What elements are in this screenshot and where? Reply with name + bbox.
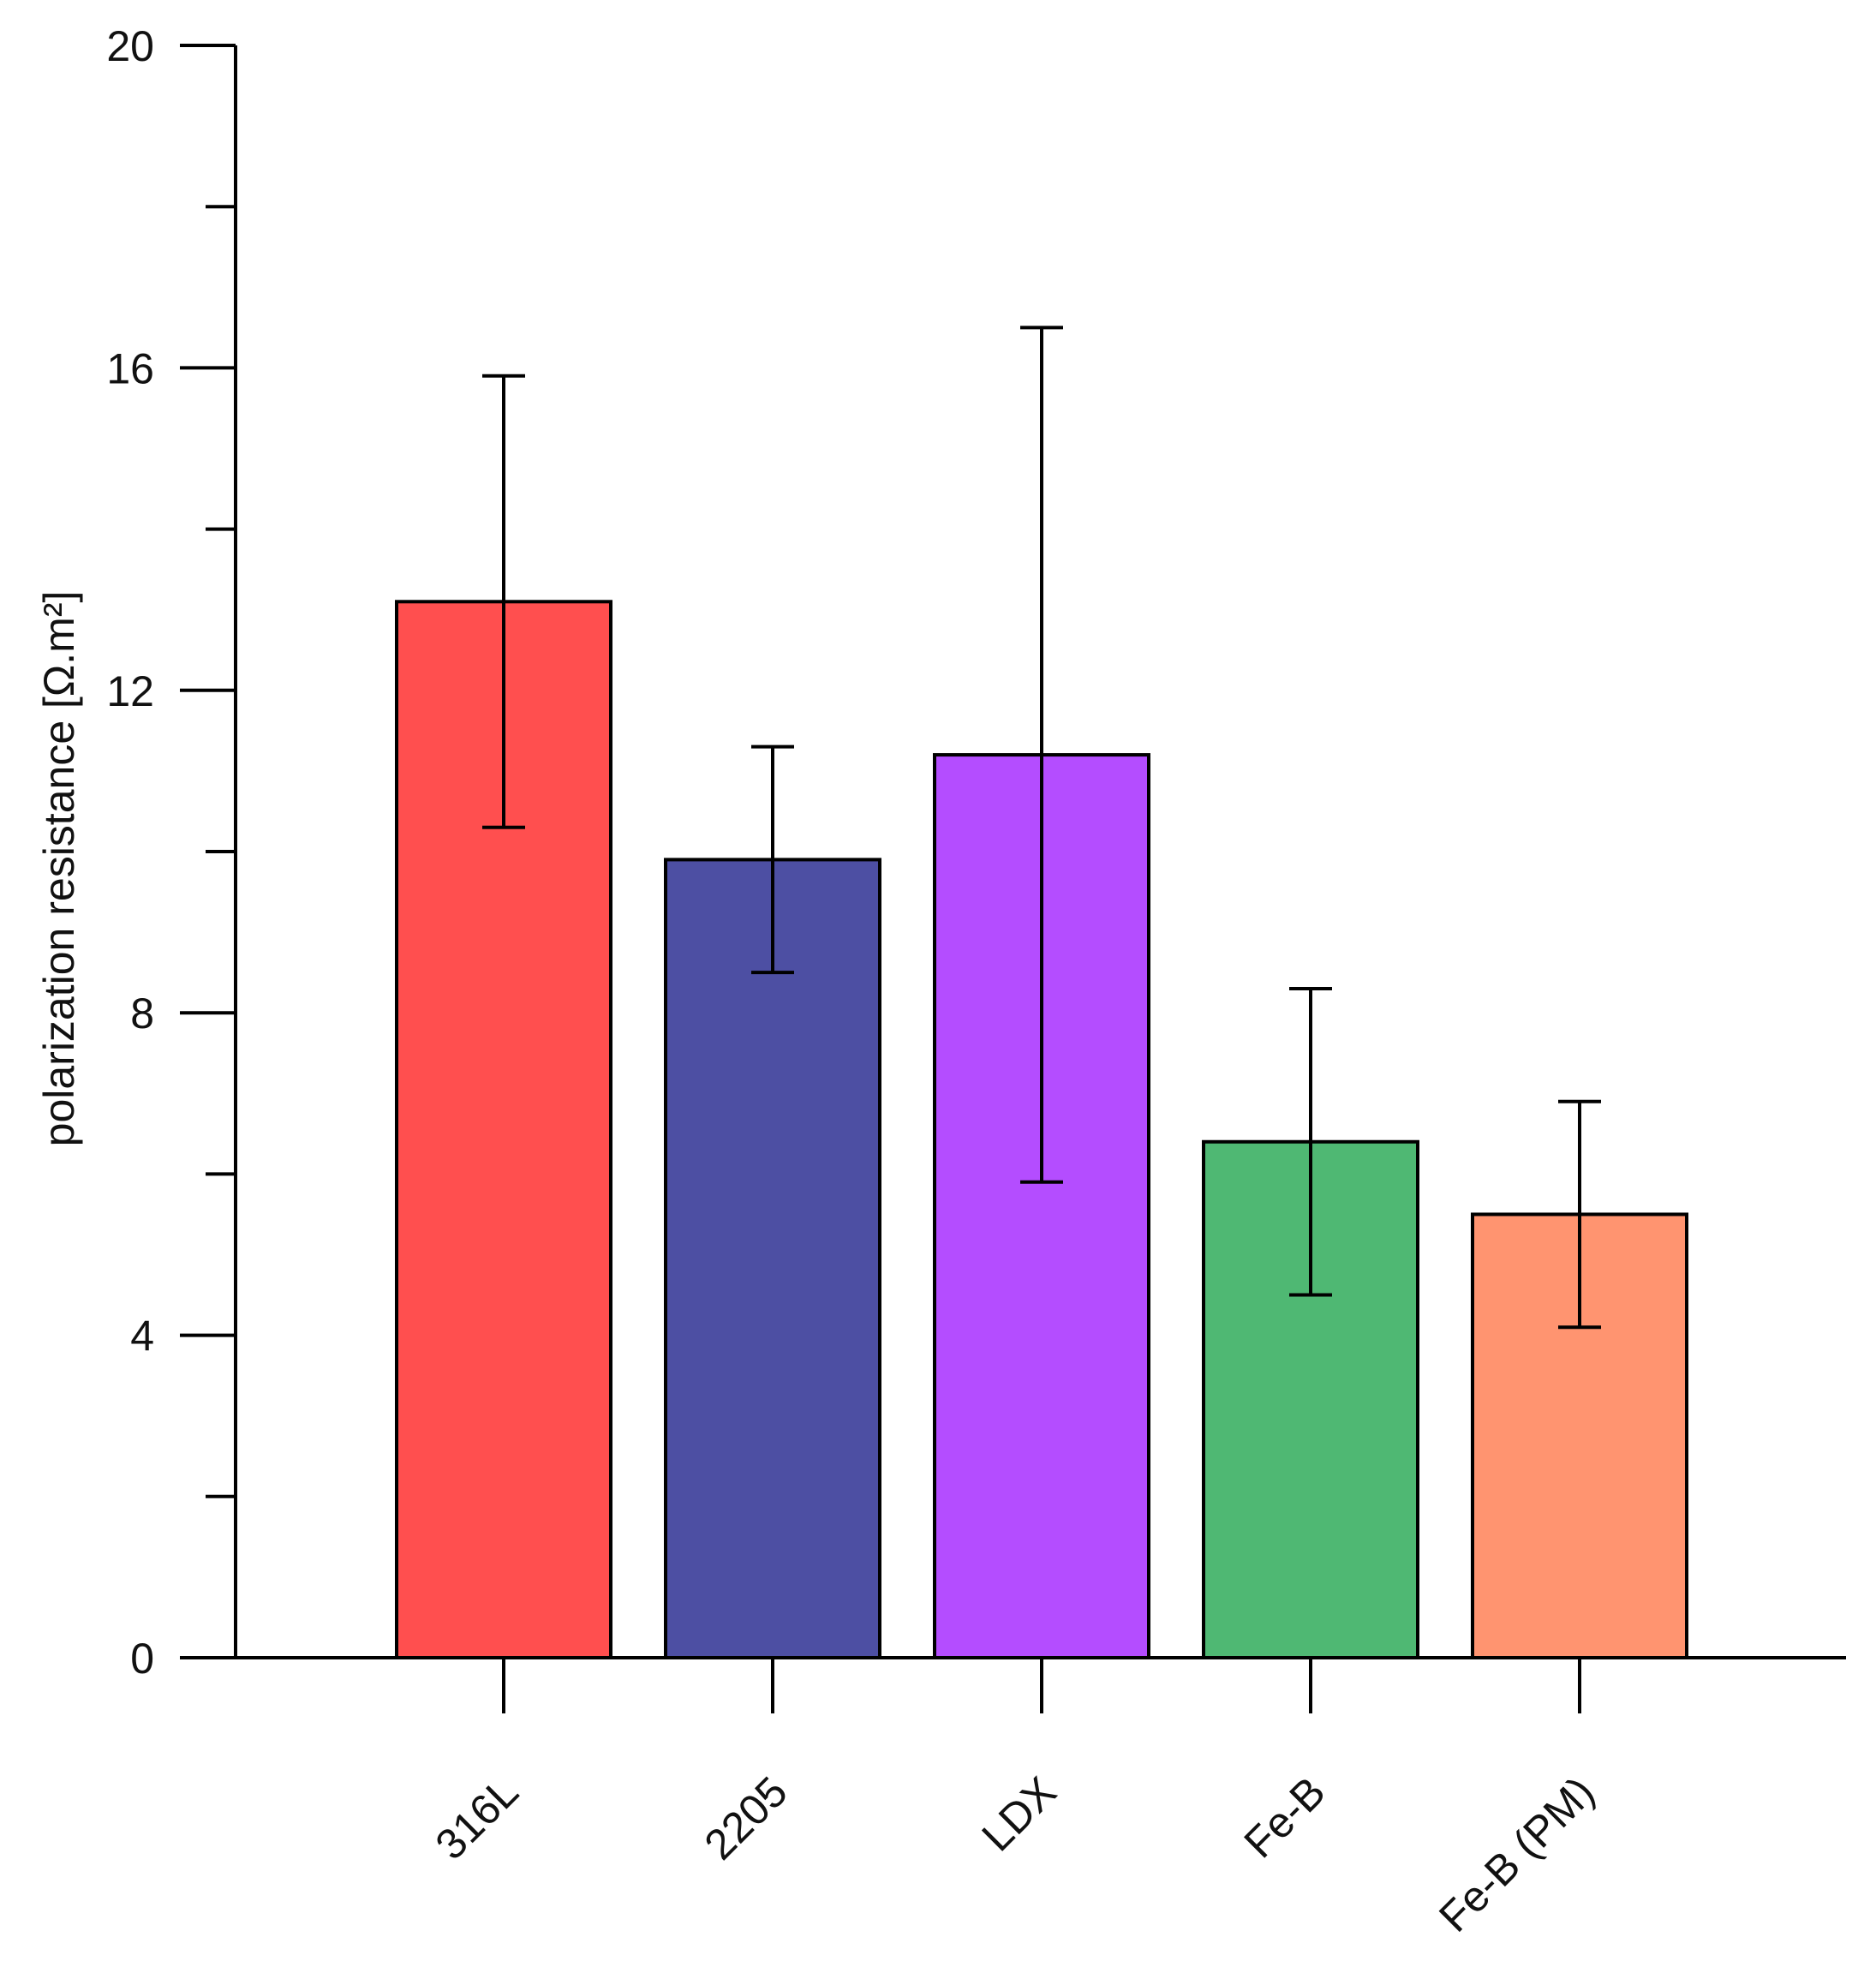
- y-tick-label: 16: [106, 344, 154, 392]
- x-tick-label: 2205: [696, 1767, 797, 1868]
- x-tick-label: Fe-B: [1235, 1767, 1335, 1867]
- x-tick-label: 316L: [427, 1767, 528, 1868]
- y-tick-label: 8: [130, 989, 154, 1037]
- x-ticks-layer: 316L 2205 LDX Fe-B Fe-B (PM): [427, 1658, 1604, 1941]
- x-tick-label: Fe-B (PM): [1430, 1767, 1604, 1941]
- y-ticks-layer: 0 4 8 12 16 20: [106, 22, 236, 1683]
- error-bars-layer: [482, 326, 1601, 1330]
- y-tick-label: 20: [106, 22, 154, 70]
- y-tick-label: 0: [130, 1635, 154, 1683]
- y-axis-title: polarization resistance [Ω.m²]: [35, 591, 83, 1147]
- bar-2205: [664, 858, 881, 1659]
- y-tick-label: 12: [106, 667, 154, 715]
- y-tick-label: 4: [130, 1312, 154, 1360]
- x-tick-label: LDX: [972, 1767, 1065, 1860]
